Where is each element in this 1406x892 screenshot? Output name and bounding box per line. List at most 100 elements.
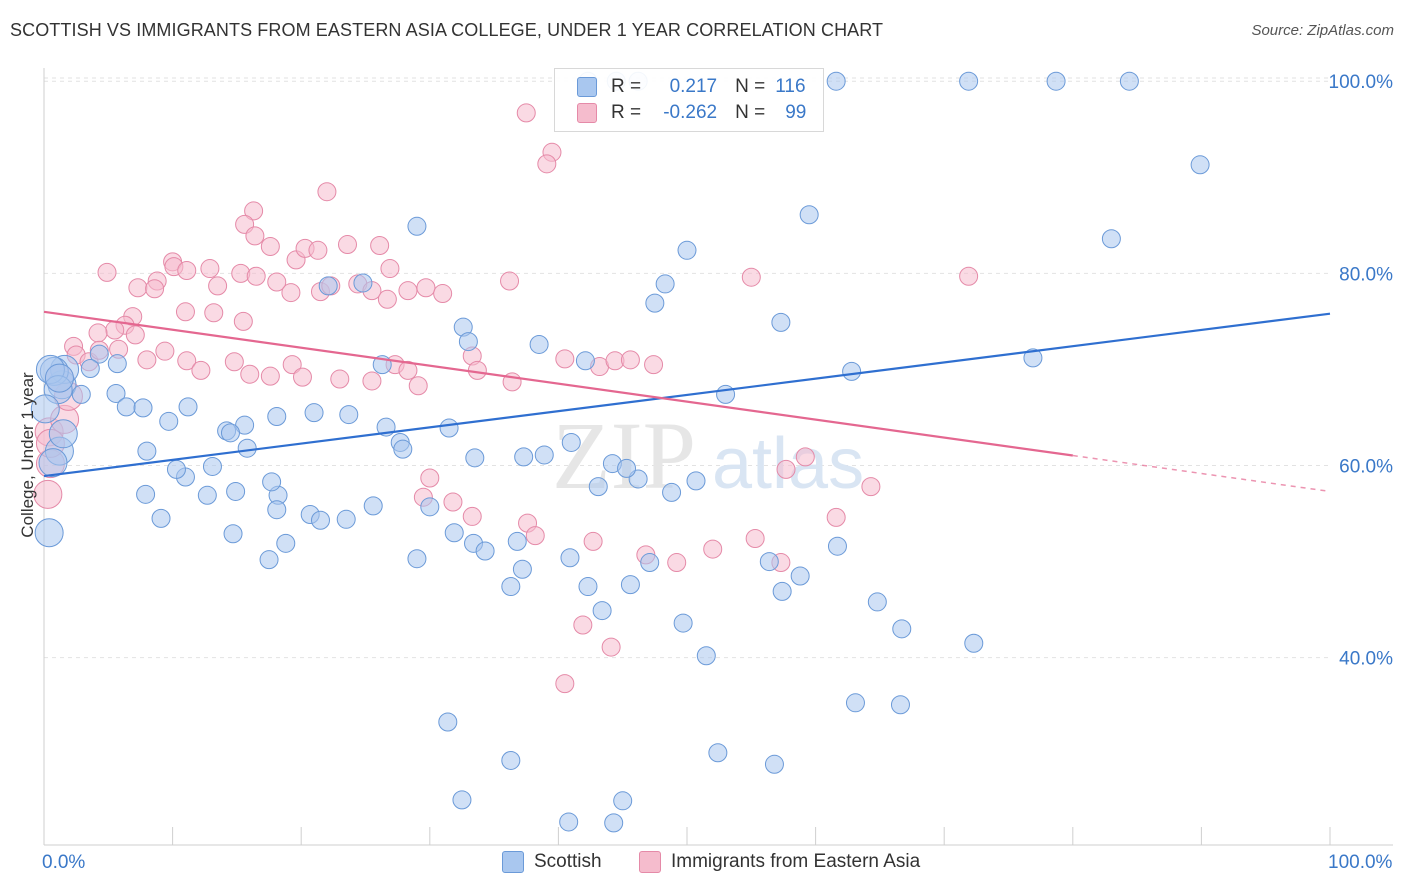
- scottish-point: [44, 363, 74, 393]
- scottish-point: [959, 71, 979, 91]
- scottish-point: [159, 411, 179, 431]
- immigrants-point: [145, 279, 165, 299]
- immigrants-point: [231, 263, 251, 283]
- scottish-point: [759, 552, 779, 572]
- legend-swatch-immigrants: [577, 103, 597, 123]
- scottish-point: [890, 695, 910, 715]
- scottish-point: [592, 601, 612, 621]
- scottish-point: [673, 613, 693, 633]
- scottish-point: [892, 619, 912, 639]
- legend-row-immigrants: R = -0.262 N = 99: [577, 100, 806, 126]
- legend-r-label: R =: [611, 102, 642, 123]
- bottom-legend-label-immigrants: Immigrants from Eastern Asia: [671, 851, 921, 872]
- chart-title: SCOTTISH VS IMMIGRANTS FROM EASTERN ASIA…: [10, 20, 884, 40]
- scottish-point: [276, 533, 296, 553]
- scottish-point: [318, 276, 338, 296]
- scottish-point: [604, 813, 624, 833]
- scottish-point: [339, 405, 359, 425]
- scottish-point: [827, 536, 847, 556]
- bottom-legend-immigrants: Immigrants from Eastern Asia: [639, 851, 920, 873]
- scottish-point: [458, 332, 478, 352]
- scottish-point: [842, 361, 862, 381]
- y-tick-label: 80.0%: [1339, 264, 1393, 285]
- y-tick-label: 60.0%: [1339, 457, 1393, 478]
- scottish-point: [363, 496, 383, 516]
- immigrants-point: [398, 360, 418, 380]
- scottish-point: [407, 549, 427, 569]
- scottish-point: [407, 216, 427, 236]
- immigrants-point: [500, 271, 520, 291]
- immigrants-point: [105, 320, 125, 340]
- scottish-point: [686, 471, 706, 491]
- immigrants-point: [128, 278, 148, 298]
- immigrants-point: [370, 236, 390, 256]
- scottish-point: [439, 418, 459, 438]
- scottish-point: [393, 439, 413, 459]
- scottish-point: [772, 581, 792, 601]
- scottish-point: [507, 531, 527, 551]
- immigrants-point: [703, 539, 723, 559]
- immigrants-point: [88, 323, 108, 343]
- immigrants-point: [776, 459, 796, 479]
- scottish-point: [133, 398, 153, 418]
- immigrants-trend-line: [43, 310, 1073, 457]
- immigrants-point: [97, 262, 117, 282]
- x-tick-label-min: 0.0%: [42, 852, 86, 873]
- immigrants-point: [137, 350, 157, 370]
- scottish-point: [1190, 155, 1210, 175]
- scottish-point: [89, 344, 109, 364]
- immigrants-point: [380, 259, 400, 279]
- scottish-point: [613, 791, 633, 811]
- scottish-point: [166, 459, 186, 479]
- immigrants-point: [245, 226, 265, 246]
- scottish-point: [578, 577, 598, 597]
- scottish-point: [1046, 71, 1066, 91]
- immigrants-point: [745, 529, 765, 549]
- immigrants-point: [433, 284, 453, 304]
- immigrants-point: [420, 468, 440, 488]
- scottish-point: [30, 394, 60, 424]
- scottish-point: [420, 497, 440, 517]
- immigrants-point: [398, 281, 418, 301]
- immigrants-point: [240, 364, 260, 384]
- immigrants-point: [246, 266, 266, 286]
- scottish-point: [267, 407, 287, 427]
- scottish-point: [444, 523, 464, 543]
- immigrants-point: [525, 526, 545, 546]
- scottish-point: [220, 423, 240, 443]
- scottish-point: [48, 419, 78, 449]
- scottish-point: [867, 592, 887, 612]
- scottish-point: [640, 553, 660, 573]
- bottom-legend-swatch-immigrants: [639, 851, 661, 873]
- immigrants-point: [959, 266, 979, 286]
- scottish-point: [764, 754, 784, 774]
- scottish-point: [465, 448, 485, 468]
- immigrants-point: [317, 182, 337, 202]
- scottish-point: [259, 550, 279, 570]
- immigrants-point: [741, 267, 761, 287]
- immigrants-point: [282, 355, 302, 375]
- scottish-point: [107, 354, 127, 374]
- scottish-point: [1119, 71, 1139, 91]
- immigrants-point: [308, 240, 328, 260]
- scottish-point: [716, 384, 736, 404]
- immigrants-point: [443, 492, 463, 512]
- y-tick-label: 40.0%: [1339, 649, 1393, 670]
- scottish-point: [226, 481, 246, 501]
- immigrants-point: [125, 325, 145, 345]
- immigrants-point: [155, 341, 175, 361]
- immigrants-point: [177, 351, 197, 371]
- scottish-point: [534, 445, 554, 465]
- scottish-point: [304, 403, 324, 423]
- scottish-point: [336, 509, 356, 529]
- legend-swatch-scottish: [577, 77, 597, 97]
- immigrants-point: [826, 507, 846, 527]
- immigrants-point: [416, 278, 436, 298]
- immigrants-point: [377, 289, 397, 309]
- immigrants-point: [204, 303, 224, 323]
- scottish-point: [655, 274, 675, 294]
- bottom-legend-scottish: Scottish: [502, 851, 602, 873]
- immigrants-point: [362, 371, 382, 391]
- x-tick-label-max: 100.0%: [1328, 852, 1393, 873]
